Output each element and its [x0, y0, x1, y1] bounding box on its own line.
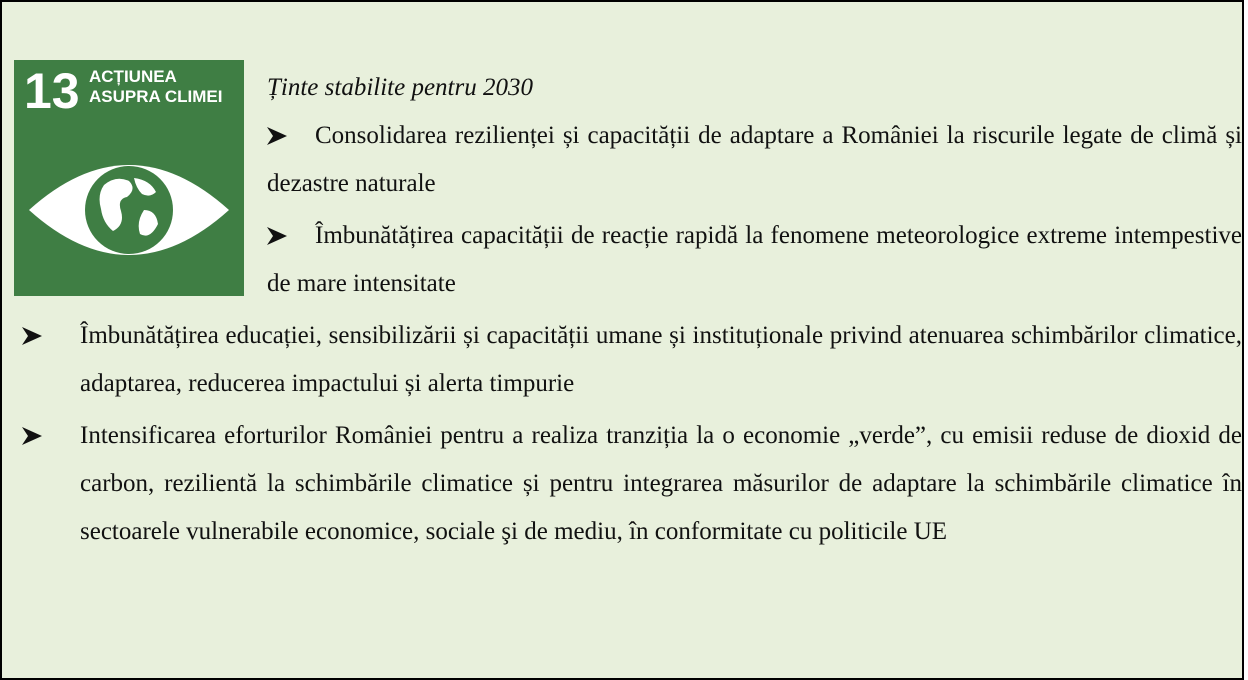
- content: Ținte stabilite pentru 2030 Consolidarea…: [2, 64, 1242, 560]
- bullet-arrow: [22, 327, 42, 345]
- icon-label: ASUPRA CLIMEI: [89, 87, 223, 106]
- bullet-item: Intensificarea eforturilor României pent…: [22, 412, 1242, 556]
- bullet-text: Intensificarea eforturilor României pent…: [80, 422, 1242, 545]
- icon-number: 13: [24, 63, 80, 119]
- bullet-item: Îmbunătățirea educației, sensibilizării …: [22, 312, 1242, 408]
- bullet-text: Îmbunătățirea educației, sensibilizării …: [80, 322, 1242, 397]
- bullet-text: Îmbunătățirea capacității de reacție rap…: [267, 222, 1242, 297]
- icon-label: ACȚIUNEA: [89, 67, 177, 86]
- bullet-item: Consolidarea rezilienței și capacității …: [267, 112, 1242, 208]
- bullet-text: Consolidarea rezilienței și capacității …: [267, 122, 1242, 197]
- continents: [99, 178, 158, 236]
- bullet-arrow: [267, 127, 287, 145]
- bullet-arrow: [267, 227, 287, 245]
- bullet-arrow: [22, 427, 42, 445]
- heading: Ținte stabilite pentru 2030: [267, 74, 533, 101]
- bullet-list: Consolidarea rezilienței și capacității …: [2, 112, 1242, 556]
- bullet-item: Îmbunătățirea capacității de reacție rap…: [267, 212, 1242, 308]
- sdg-icon: 13 ACȚIUNEA ASUPRA CLIMEI: [14, 60, 244, 296]
